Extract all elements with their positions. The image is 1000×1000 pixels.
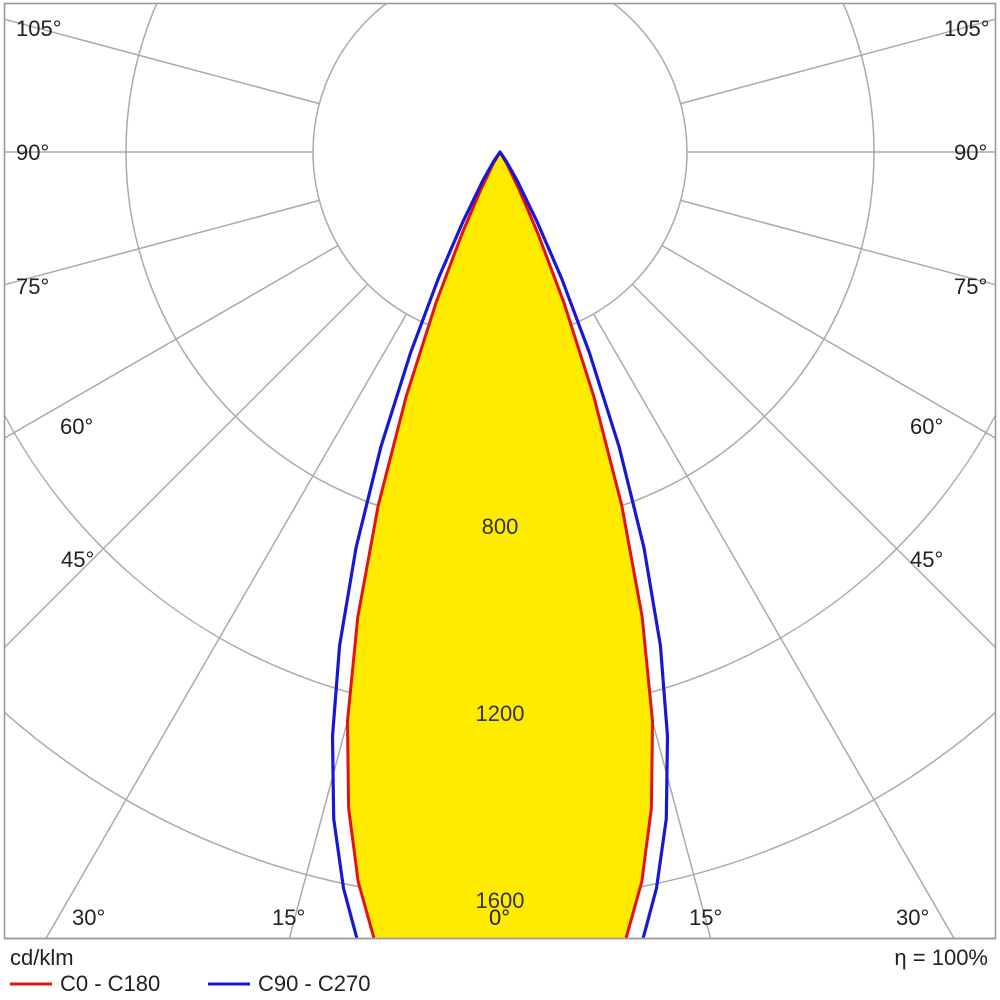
angle-label: 45° (910, 547, 943, 572)
ring-label: 800 (482, 514, 519, 539)
angle-label: 60° (910, 414, 943, 439)
angle-label: 75° (954, 274, 987, 299)
angle-label: 105° (944, 16, 990, 41)
angle-label: 15° (272, 905, 305, 930)
angle-label: 15° (689, 905, 722, 930)
angle-label: 0° (489, 905, 510, 930)
photometric-polar-chart: 80012001600105°90°75°60°45°30°15°0°15°30… (0, 0, 1000, 1000)
angle-label: 30° (72, 905, 105, 930)
angle-label: 75° (16, 274, 49, 299)
angle-label: 90° (16, 140, 49, 165)
angle-label: 105° (16, 16, 62, 41)
angle-label: 45° (61, 547, 94, 572)
legend-item-label: C90 - C270 (258, 971, 371, 996)
angle-label: 90° (954, 140, 987, 165)
legend-item-label: C0 - C180 (60, 971, 160, 996)
angle-label: 30° (896, 905, 929, 930)
unit-label: cd/klm (10, 945, 74, 970)
angle-label: 60° (60, 414, 93, 439)
ring-label: 1200 (476, 701, 525, 726)
efficiency-label: η = 100% (894, 945, 988, 970)
